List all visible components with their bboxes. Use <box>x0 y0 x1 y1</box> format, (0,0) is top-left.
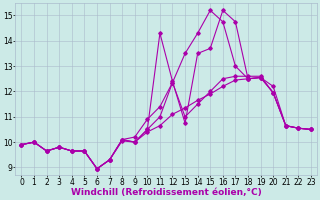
X-axis label: Windchill (Refroidissement éolien,°C): Windchill (Refroidissement éolien,°C) <box>71 188 261 197</box>
